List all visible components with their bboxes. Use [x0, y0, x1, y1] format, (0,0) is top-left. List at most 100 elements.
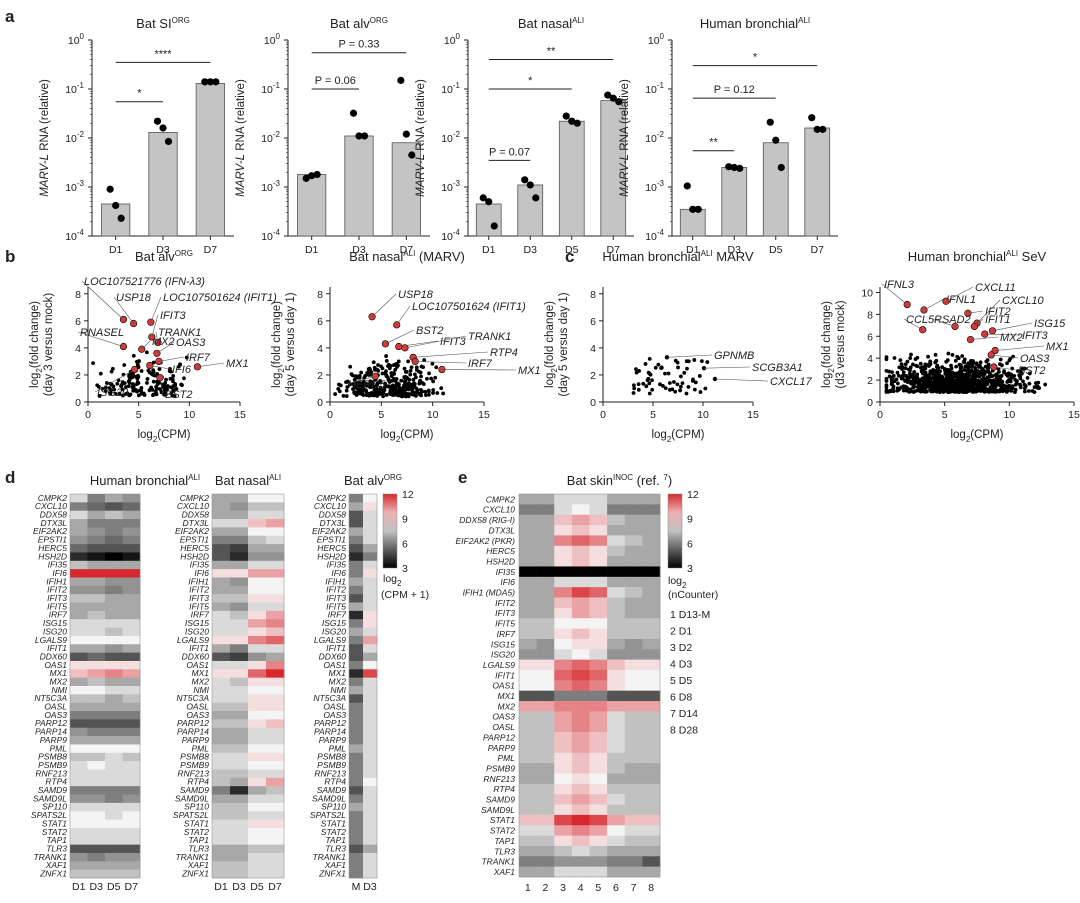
heatmap-d2-cell [212, 619, 231, 628]
scatter-c2-point [974, 372, 979, 377]
scatter-b1-gene-label: MX2 [152, 336, 175, 348]
scatter-c2-point [923, 389, 928, 394]
scatter-b2-point [351, 387, 355, 391]
scatter-b1-leader [158, 356, 185, 362]
heatmap-d2-gene-label: IFIT5 [189, 601, 209, 611]
heatmap-d3-cell [363, 869, 378, 879]
heatmap-d1-cell [122, 852, 141, 862]
heatmap-d2-cell [212, 719, 231, 729]
heatmap-e-cell [519, 618, 537, 629]
heatmap-e-cell [589, 535, 608, 547]
heatmap-d1-cell [87, 602, 106, 612]
heatmap-e-cell [571, 804, 590, 816]
scatter-b2-point [427, 371, 431, 376]
heatmap-e-cell [519, 721, 537, 733]
scatter-c2-point [984, 379, 988, 384]
scatter-b1-point [122, 363, 127, 367]
scatter-c2-point [946, 377, 951, 382]
scatter-c2-point [904, 385, 909, 390]
heatmap-e-cell [642, 794, 661, 805]
heatmap-d3-gene-label: NT5C3A [313, 693, 346, 703]
scatter-c1-xlabel: log2(CPM) [651, 429, 704, 444]
heatmap-d2-cell [230, 761, 249, 770]
heatmap-e-cell [624, 763, 643, 774]
heatmap-d3-gene-label: IFI6 [331, 568, 346, 578]
heatmap-d3-cell [363, 702, 378, 712]
scatter-b1-point [168, 376, 173, 381]
bar-chart-a4-ytick-label-part: 0 [660, 32, 665, 41]
scatter-b2-point [396, 359, 401, 364]
scatter-b2-xtick-label: 10 [427, 409, 439, 421]
heatmap-d1-cell [87, 744, 106, 754]
heatmap-d2-cell [266, 861, 285, 870]
scatter-b1-gene-label: MX1 [226, 358, 249, 370]
heatmap-d1-cell [87, 494, 106, 503]
heatmap-e-cell [571, 514, 590, 526]
scatter-c1-gene-label: GPNMB [714, 350, 754, 362]
scatter-b1-point [151, 369, 156, 374]
heatmap-d1-cell [87, 869, 106, 879]
scatter-c2-point [895, 370, 900, 375]
heatmap-e-gene-label: IFIT3 [495, 608, 515, 618]
heatmap-e-cell [519, 804, 537, 816]
heatmap-d1-cell [70, 777, 88, 787]
bar-chart-a3-ylabel-part: MARV-L [415, 154, 427, 197]
scatter-b1-point [165, 384, 170, 388]
bar-chart-a1-point [106, 185, 114, 193]
heatmap-e-cell [642, 545, 661, 557]
heatmap-e-gene-label: HERC5 [486, 546, 515, 556]
bar-chart-a1-title-part: ORG [172, 16, 190, 25]
scatter-b2-point [402, 366, 407, 371]
heatmap-e-cell [607, 638, 626, 650]
scatter-c2-point [884, 379, 889, 383]
scatter-c2-point [907, 390, 912, 394]
heatmap-e-cell [589, 576, 608, 588]
scatter-c2-point [929, 376, 934, 381]
bar-chart-a1-bracket-label: **** [154, 48, 172, 60]
heatmap-e-cell [607, 773, 626, 785]
scatter-b1-point [149, 385, 154, 390]
heatmap-e-cell [642, 711, 661, 723]
heatmap-d1-cell [105, 811, 123, 820]
heatmap-d2-cell [266, 610, 285, 620]
scatter-b1-point [128, 392, 133, 397]
scatter-b1-gene-label: LOC107501624 (IFIT1) [163, 292, 277, 304]
bar-chart-a4-point [725, 163, 733, 171]
heatmap-d2-cell [212, 869, 231, 879]
scatter-b2-point [434, 365, 439, 370]
heatmap-d3-cell [349, 494, 364, 503]
heatmap-d1-gene-label: NT5C3A [34, 693, 67, 703]
heatmap-d2-gene-label: STAT1 [184, 818, 209, 828]
heatmap-d1-cell [122, 836, 141, 845]
heatmap-d1-cell [70, 535, 88, 545]
scatter-b2-title-part: ALI [403, 249, 415, 258]
heatmap-d3-cell [349, 744, 364, 754]
scatter-c1-title: Human bronchialALI MARV [602, 249, 754, 264]
heatmap-d1-cell [122, 769, 141, 779]
bar-chart-a1-bracket-label: * [137, 88, 142, 100]
scatter-c1-point [667, 381, 672, 385]
scatter-c2-gene-label: MX1 [1046, 341, 1069, 353]
scatter-b1-point [131, 372, 136, 377]
heatmap-e-cell [536, 856, 555, 867]
bar-chart-a3-ytick-label: 10-2 [441, 130, 460, 145]
scatter-c2-point [915, 372, 920, 377]
heatmap-e-cell [554, 649, 573, 660]
scatter-c2-point [970, 377, 975, 381]
heatmap-d2-cell [230, 694, 249, 703]
scatter-c2-point [927, 364, 931, 368]
scatter-b2-point [341, 394, 346, 398]
heatmap-e-cell [554, 607, 573, 619]
bar-chart-a1-ytick-label-part: -1 [77, 81, 85, 90]
heatmap-d1-cell [105, 711, 123, 720]
heatmap-d3-gene-label: IFIT3 [326, 593, 346, 603]
heatmap-d3-cell [349, 852, 364, 862]
scatter-c2-title-part: Human bronchial [908, 249, 1006, 264]
heatmap-e-cell [642, 597, 661, 609]
scatter-b2-point [370, 381, 375, 385]
heatmap-d2-gene-label: IFIT3 [189, 593, 209, 603]
heatmap-e-cell [624, 566, 643, 578]
bar-chart-a3-point [615, 98, 623, 106]
bar-chart-a2-point [302, 174, 310, 182]
heatmap-e-cell [571, 711, 590, 723]
